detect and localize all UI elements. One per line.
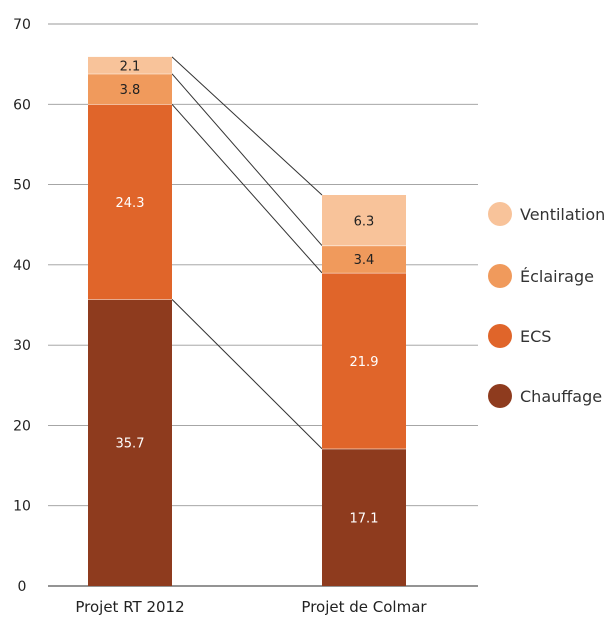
x-category-label: Projet de Colmar: [301, 598, 427, 616]
legend: Ventilation Éclairage ECS Chauffage: [488, 202, 605, 408]
legend-label: ECS: [520, 327, 551, 346]
y-axis: 0 10 20 30 40 50 60 70: [13, 17, 31, 595]
connector-lines: [171, 56, 323, 450]
connector-line-1: [171, 103, 323, 274]
y-tick-label: 40: [13, 258, 31, 274]
segment-value-label: 3.4: [354, 253, 375, 268]
x-category-label: Projet RT 2012: [75, 598, 184, 616]
bar-segment: [88, 73, 172, 105]
bar-segment: [322, 195, 406, 246]
segment-value-label: 17.1: [350, 511, 379, 526]
y-tick-label: 30: [13, 338, 31, 354]
bar-segment: [88, 299, 172, 586]
connector-line-3: [171, 56, 323, 196]
legend-label: Éclairage: [520, 267, 594, 286]
bars: [88, 56, 406, 586]
bar-segment: [322, 448, 406, 586]
y-tick-label: 10: [13, 499, 31, 515]
segment-value-label: 24.3: [116, 196, 145, 211]
y-tick-label: 20: [13, 418, 31, 434]
segment-value-label: 3.8: [120, 83, 141, 98]
y-tick-label: 0: [18, 579, 27, 595]
legend-label: Ventilation: [520, 205, 605, 224]
connector-line-0: [171, 299, 323, 450]
y-tick-label: 60: [13, 97, 31, 113]
segment-labels: 35.7 24.3 3.8 2.1 17.1 21.9 3.4 6.3: [116, 59, 379, 526]
y-tick-label: 70: [13, 17, 31, 33]
connector-line-2: [171, 73, 323, 246]
segment-value-label: 21.9: [350, 355, 379, 370]
legend-swatch: [488, 264, 512, 288]
bar-segment: [88, 104, 172, 300]
y-tick-label: 50: [13, 178, 31, 194]
bar-segment: [322, 272, 406, 449]
segment-value-label: 6.3: [354, 214, 375, 229]
segment-value-label: 35.7: [116, 437, 145, 452]
legend-swatch: [488, 324, 512, 348]
bar-segment: [322, 245, 406, 273]
bar-segment: [88, 56, 172, 74]
segment-value-label: 2.1: [120, 59, 141, 74]
x-axis: Projet RT 2012 Projet de Colmar: [75, 598, 427, 616]
legend-label: Chauffage: [520, 387, 602, 406]
legend-swatch: [488, 384, 512, 408]
legend-swatch: [488, 202, 512, 226]
